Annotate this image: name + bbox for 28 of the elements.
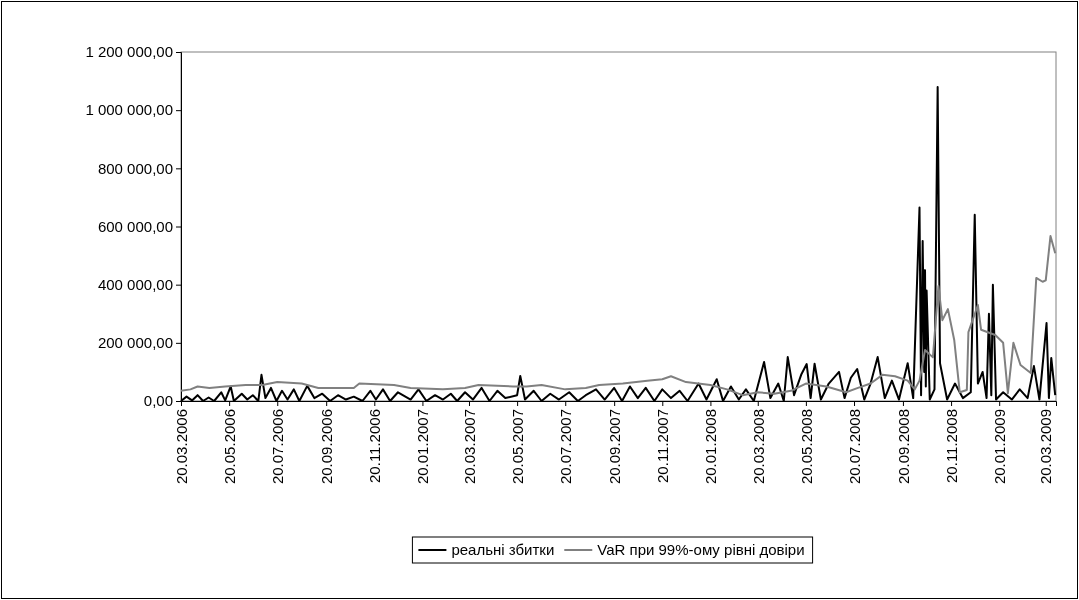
x-tick-label: 20.01.2008	[702, 409, 720, 485]
x-tick-label: 20.09.2006	[317, 409, 335, 485]
x-tick-label: 20.09.2007	[605, 409, 623, 485]
x-tick-label: 20.07.2006	[269, 409, 287, 485]
x-tick-label: 20.07.2008	[845, 409, 863, 485]
y-tick-label: 1 200 000,00	[85, 43, 173, 61]
y-tick-label: 800 000,00	[97, 159, 173, 177]
x-tick-label: 20.03.2006	[172, 409, 190, 485]
x-tick-label: 20.07.2007	[556, 409, 574, 485]
x-tick-label: 20.11.2008	[942, 409, 960, 483]
x-tick-label: 20.03.2007	[460, 409, 478, 485]
x-tick-label: 20.11.2006	[366, 409, 384, 483]
x-tick-label: 20.05.2006	[220, 409, 238, 485]
y-tick-label: 1 000 000,00	[85, 101, 173, 119]
x-tick-label: 20.01.2009	[990, 409, 1008, 485]
x-tick-label: 20.01.2007	[414, 409, 432, 485]
legend-label: реальні збитки	[451, 541, 555, 559]
x-tick-label: 20.05.2008	[797, 409, 815, 485]
y-tick-label: 200 000,00	[97, 334, 173, 352]
y-tick-label: 400 000,00	[97, 275, 173, 293]
x-tick-label: 20.03.2009	[1037, 409, 1055, 485]
legend-label: VaR при 99%-ому рівні довіри	[597, 541, 805, 559]
y-tick-label: 600 000,00	[97, 217, 173, 235]
x-tick-label: 20.03.2008	[749, 409, 767, 485]
x-tick-label: 20.11.2007	[654, 409, 672, 483]
y-tick-label: 0,00	[143, 392, 173, 410]
x-tick-label: 20.05.2007	[508, 409, 526, 485]
x-tick-label: 20.09.2008	[894, 409, 912, 485]
